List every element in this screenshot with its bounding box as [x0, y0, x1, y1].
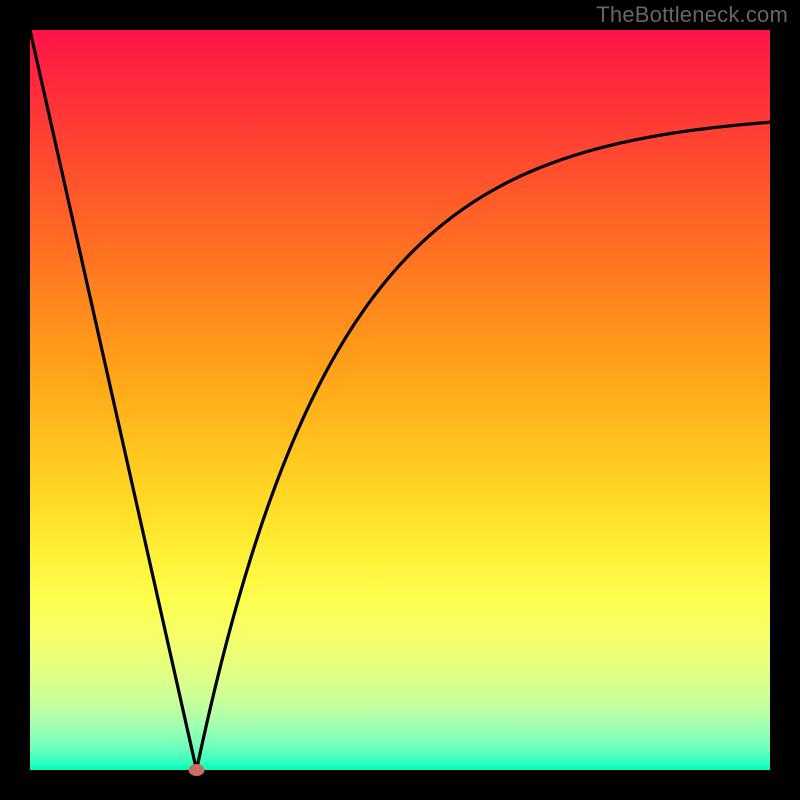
chart-svg [0, 0, 800, 800]
plot-background [30, 30, 770, 770]
chart-container: TheBottleneck.com [0, 0, 800, 800]
optimum-marker [189, 764, 205, 776]
watermark-text: TheBottleneck.com [596, 2, 788, 28]
